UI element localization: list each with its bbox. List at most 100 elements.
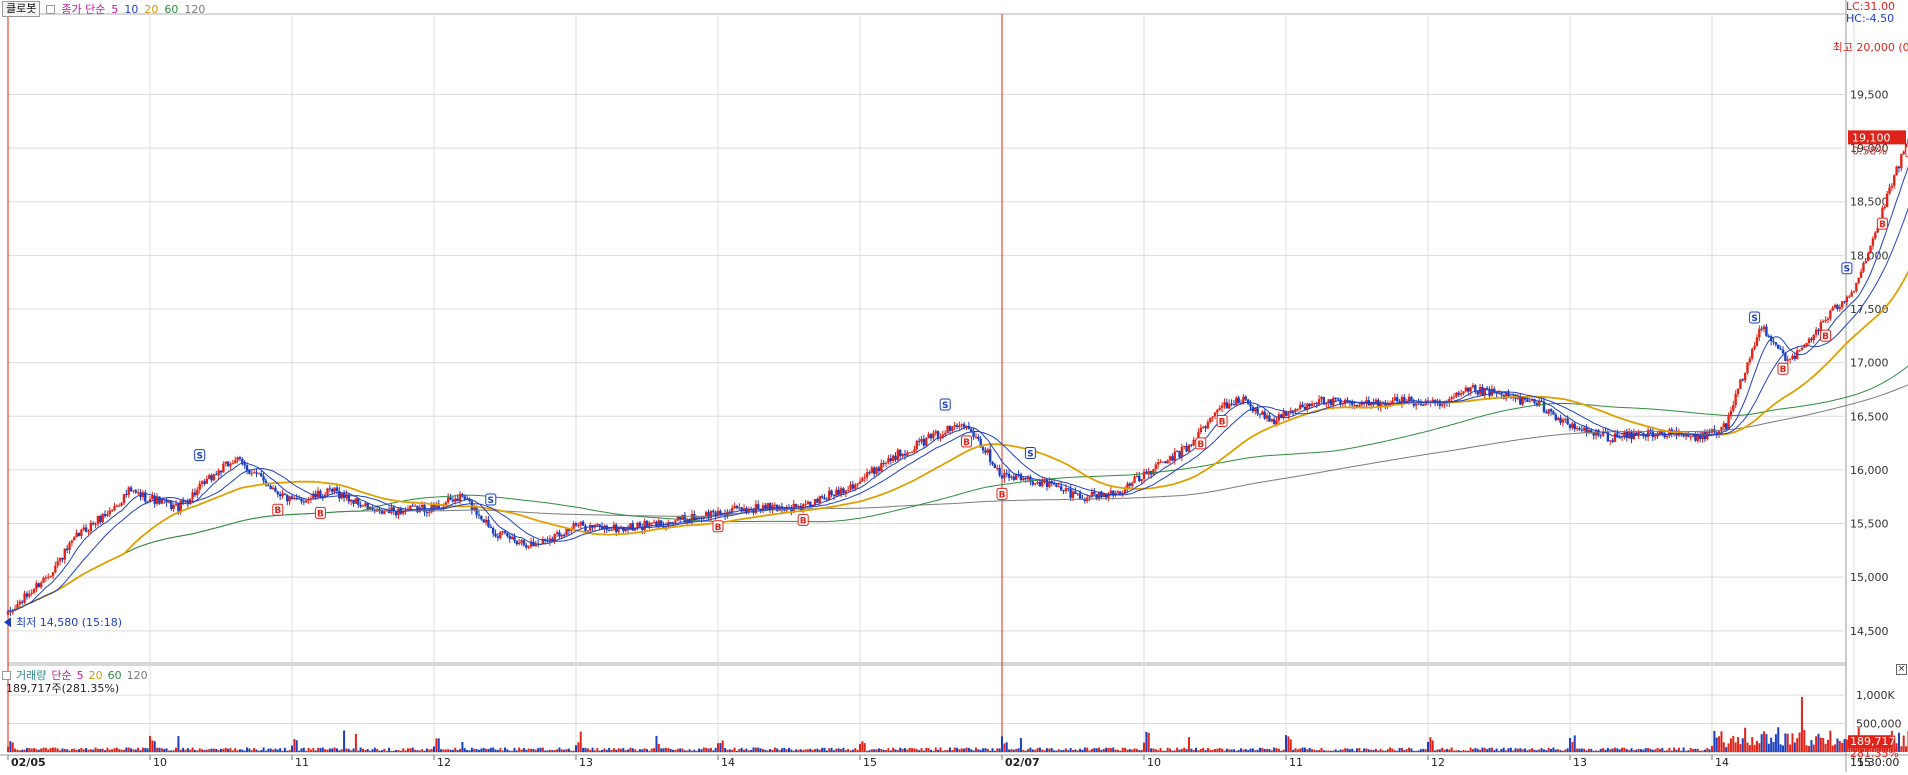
volume-bar (1214, 749, 1216, 752)
candle-body (174, 503, 178, 505)
volume-bar (693, 749, 696, 752)
volume-bar (892, 747, 895, 752)
candle-body (1067, 488, 1070, 490)
volume-bar (1453, 750, 1456, 752)
volume-bar (821, 747, 824, 752)
candle-body (352, 499, 355, 504)
volume-bar (193, 750, 196, 752)
volume-bar (1367, 749, 1370, 752)
price-indicator-label[interactable]: 종가 단순 (61, 3, 106, 16)
candle-body (293, 497, 296, 500)
candle-body (361, 505, 365, 507)
candle-body (1800, 347, 1804, 351)
x-tick-label: 15 (863, 756, 877, 769)
candle-body (1022, 478, 1025, 481)
volume-bar (1557, 749, 1560, 752)
volume-bar (1235, 750, 1238, 752)
volume-bar (567, 748, 570, 752)
candle-body (1573, 423, 1576, 430)
buy-marker: B (314, 506, 326, 519)
candle-body (250, 473, 253, 475)
candle-body (1535, 403, 1539, 406)
candle-body (1772, 341, 1775, 343)
volume-bar (1445, 748, 1448, 752)
candle-body (1698, 434, 1702, 440)
candle-body (1481, 387, 1484, 395)
candle-body (842, 488, 845, 494)
volume-bar (825, 750, 828, 752)
collapse-icon[interactable]: × (1897, 664, 1906, 674)
candle-body (364, 503, 367, 506)
candle-body (596, 524, 599, 526)
volume-bar (1114, 749, 1117, 752)
hc-value: HC:-4.50 (1846, 12, 1895, 25)
volume-bar (1746, 742, 1749, 752)
candle-body (1796, 350, 1799, 359)
candle-body (927, 434, 930, 439)
ma120-legend: 120 (184, 2, 206, 16)
candle-body (548, 538, 552, 542)
candle-body (371, 506, 374, 510)
signal-badge (1905, 145, 1908, 158)
volume-bar (1640, 749, 1642, 752)
candle-body (1575, 428, 1579, 430)
volume-bar (1658, 748, 1661, 752)
candle-body (993, 464, 997, 469)
candle-body (1798, 350, 1801, 352)
candle-body (89, 522, 93, 532)
volume-bar (14, 748, 17, 752)
candle-body (820, 496, 824, 498)
volume-bar (321, 747, 324, 752)
volume-bar (934, 747, 937, 752)
candle-body (80, 529, 83, 537)
candle-body (278, 494, 282, 497)
volume-bar (1826, 739, 1829, 752)
volume-bar (1493, 750, 1496, 752)
candle-body (700, 517, 703, 519)
volume-bar (946, 749, 949, 752)
candle-body (671, 522, 675, 524)
volume-bar (1315, 750, 1318, 752)
candle-body (1767, 336, 1770, 338)
candle-body (1064, 488, 1068, 492)
volume-bar (217, 750, 220, 752)
volume-bar (319, 748, 322, 752)
volume-bar (494, 749, 497, 752)
candle-body (113, 506, 116, 511)
volume-bar (1585, 750, 1588, 752)
volume-bar (1696, 748, 1699, 752)
candle-body (506, 533, 509, 537)
signal-letter: B (1822, 332, 1829, 342)
candle-body (1000, 475, 1004, 479)
robot-button[interactable]: 클로봇 (2, 1, 41, 17)
candle-body (271, 487, 275, 490)
volume-bar (281, 750, 284, 752)
volume-bar (1329, 750, 1332, 752)
volume-bar (1741, 738, 1744, 752)
volume-bar (619, 748, 622, 752)
volume-bar (130, 748, 133, 752)
volume-collapse[interactable]: × (1896, 664, 1907, 675)
volume-bar (1038, 747, 1041, 752)
indicator-settings-icon[interactable] (46, 4, 56, 14)
volume-settings-icon[interactable] (2, 670, 11, 680)
volume-bar (328, 748, 331, 752)
volume-bar (137, 747, 140, 752)
volume-bar (1621, 747, 1624, 752)
candle-body (733, 506, 736, 509)
volume-bar (470, 747, 473, 752)
candle-body (179, 500, 182, 512)
volume-bar (89, 749, 92, 752)
volume-bar (811, 749, 814, 752)
candle-body (1450, 397, 1453, 400)
volume-indicator-label[interactable]: 거래량 (16, 669, 47, 682)
volume-bar (681, 748, 684, 752)
volume-bar (956, 747, 959, 752)
volume-bar (1266, 749, 1269, 752)
ma5-legend: 5 (111, 2, 119, 16)
volume-bar (636, 750, 639, 752)
volume-bar (1043, 750, 1046, 752)
volume-bar (11, 742, 14, 752)
candle-body (704, 512, 708, 517)
candle-body (747, 509, 750, 513)
